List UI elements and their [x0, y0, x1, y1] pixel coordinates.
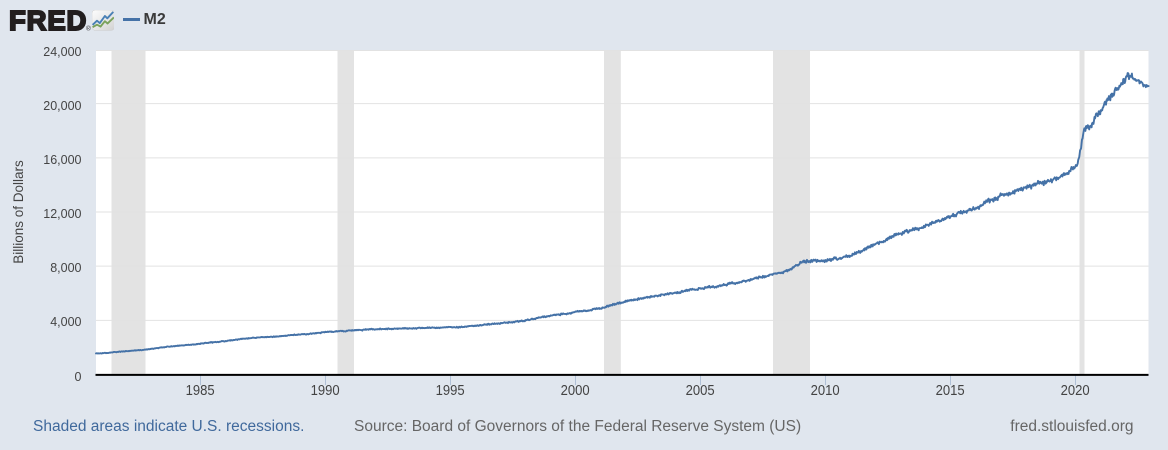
svg-text:Billions of Dollars: Billions of Dollars — [11, 160, 26, 264]
svg-text:FRED: FRED — [9, 6, 87, 36]
svg-text:®: ® — [86, 24, 91, 32]
